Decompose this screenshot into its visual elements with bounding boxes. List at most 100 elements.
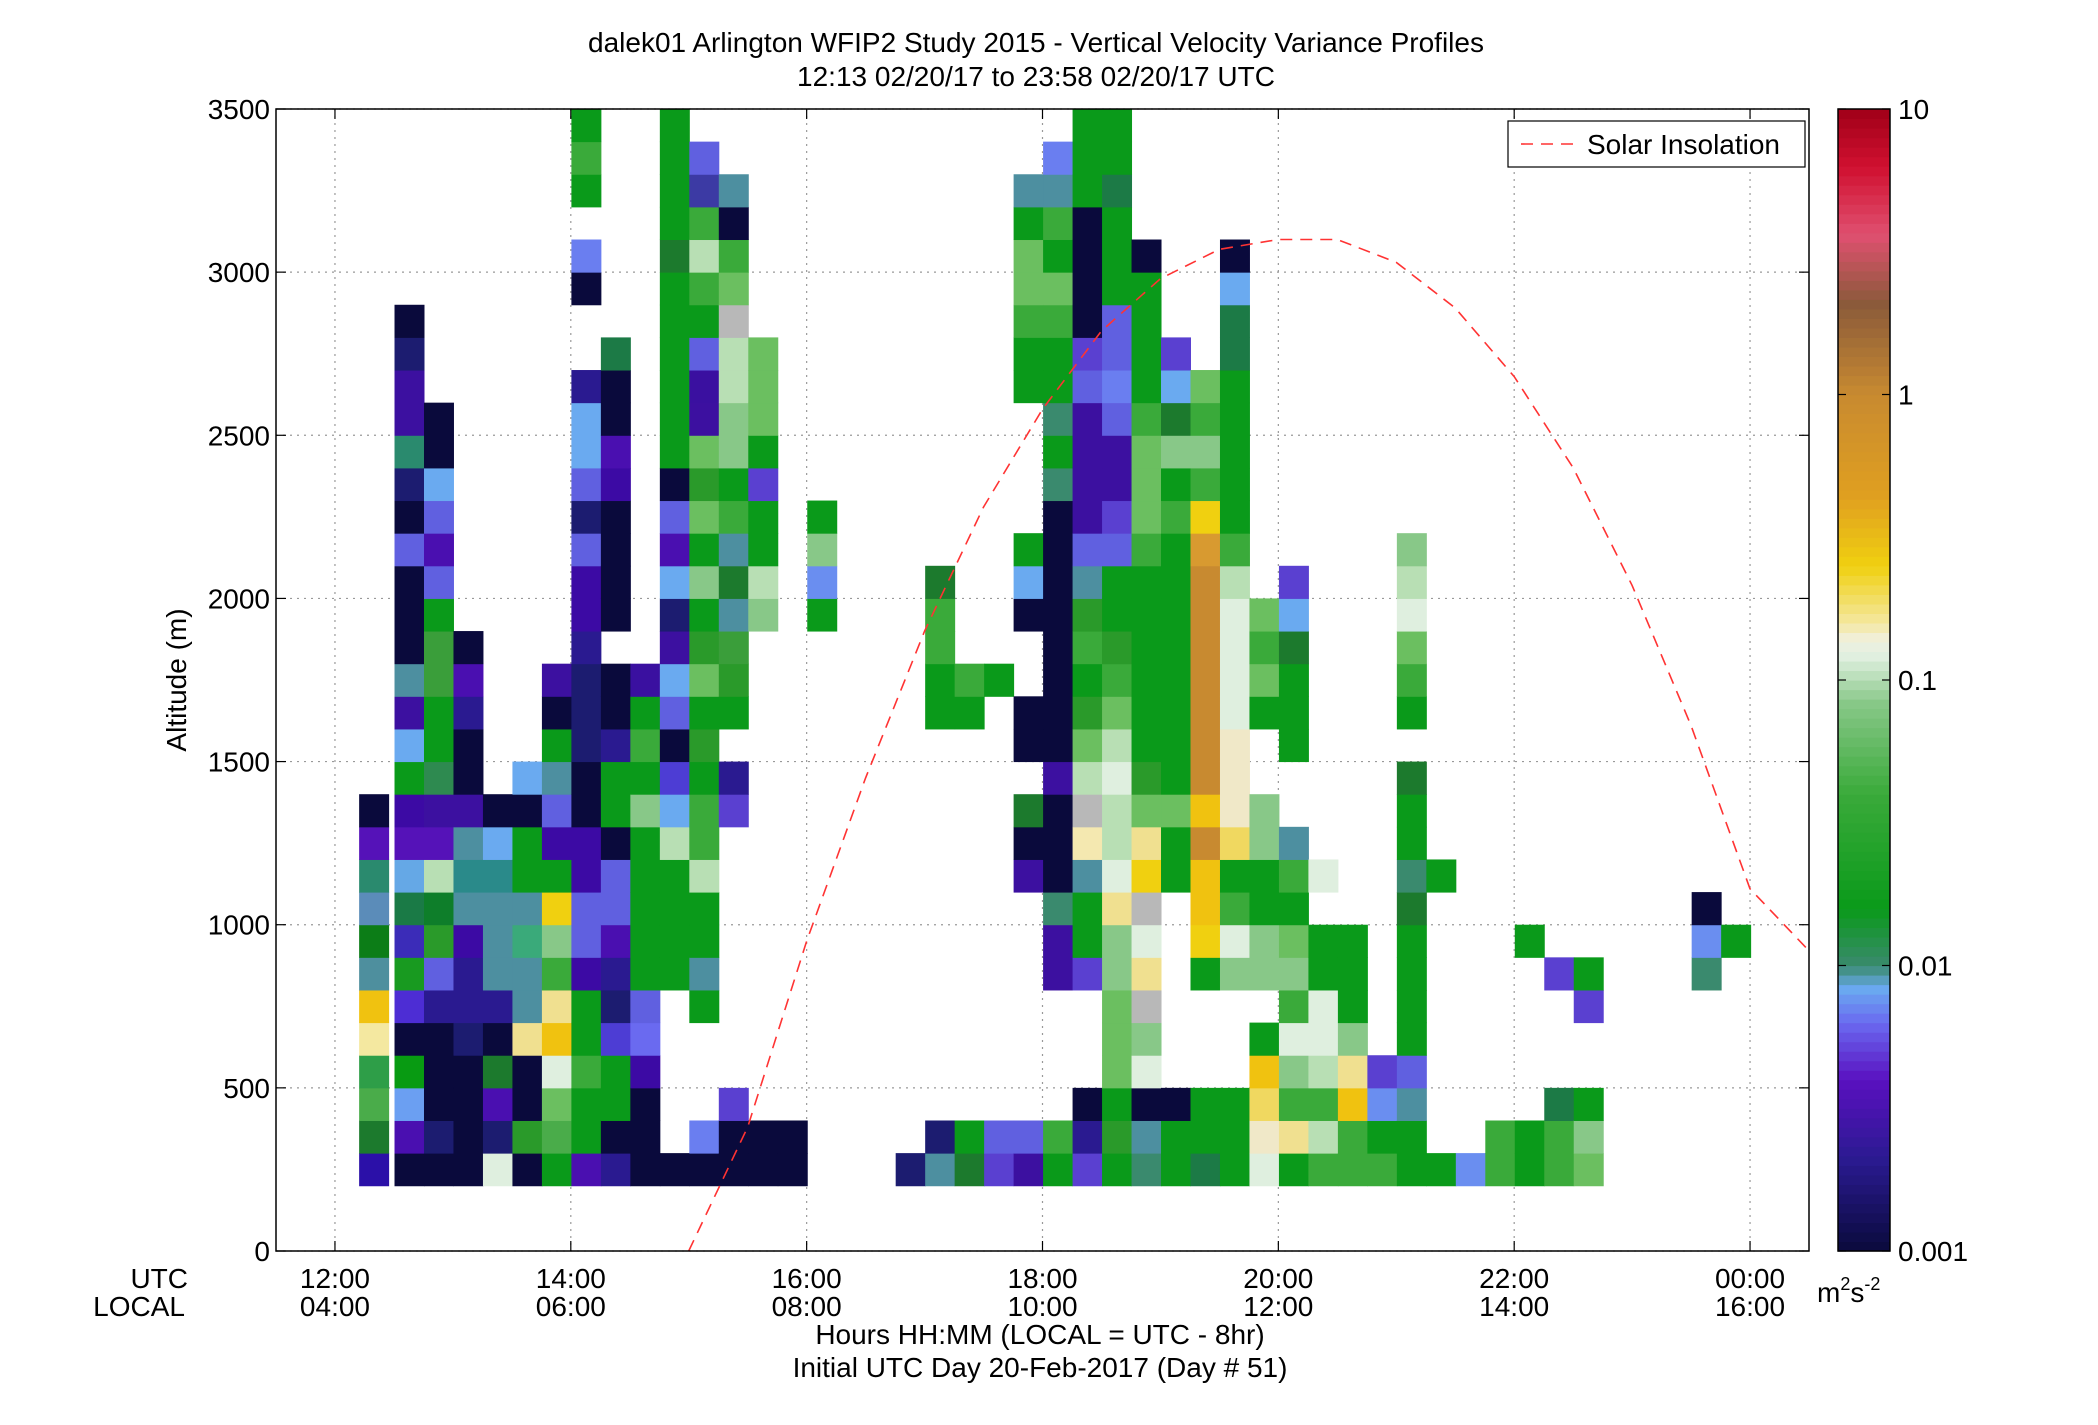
heatmap-cell xyxy=(453,728,484,763)
heatmap-cell xyxy=(600,924,631,958)
heatmap-cell xyxy=(394,826,425,860)
heatmap-cell xyxy=(1072,794,1103,828)
heatmap-cell xyxy=(659,141,690,175)
heatmap-cell xyxy=(600,957,631,991)
heatmap-cell xyxy=(659,826,690,860)
heatmap-cell xyxy=(1131,435,1162,469)
colorbar-strip xyxy=(1838,251,1890,262)
heatmap-cell xyxy=(1219,1120,1250,1154)
heatmap-cell xyxy=(1190,631,1221,665)
heatmap-cell xyxy=(1072,924,1103,958)
heatmap-cell xyxy=(571,1120,602,1154)
heatmap-cell xyxy=(1072,304,1103,338)
colorbar-strip xyxy=(1838,946,1890,957)
heatmap-cell xyxy=(630,1120,661,1154)
heatmap-cell xyxy=(1219,565,1250,599)
heatmap-cell xyxy=(630,761,661,795)
heatmap-cell xyxy=(659,892,690,926)
heatmap-cell xyxy=(1102,304,1133,338)
heatmap-cell xyxy=(1219,467,1250,502)
heatmap-cell xyxy=(1190,663,1221,697)
heatmap-cell xyxy=(1249,696,1280,730)
heatmap-cell xyxy=(1190,826,1221,860)
heatmap-cell xyxy=(1308,924,1339,958)
heatmap-cell xyxy=(718,337,749,371)
heatmap-cell xyxy=(1161,533,1191,567)
heatmap-cell xyxy=(1337,1120,1368,1154)
colorbar-strip xyxy=(1838,699,1890,710)
heatmap-cell xyxy=(1278,957,1309,991)
heatmap-cell xyxy=(1043,892,1074,926)
heatmap-cell xyxy=(1190,467,1221,502)
heatmap-cell xyxy=(423,761,454,795)
heatmap-cell xyxy=(1691,892,1722,926)
heatmap-cell xyxy=(571,141,602,175)
colorbar-strip xyxy=(1838,1241,1890,1252)
heatmap-cell xyxy=(394,1153,425,1187)
heatmap-cell xyxy=(600,370,631,404)
heatmap-cell xyxy=(807,533,838,567)
heatmap-cell xyxy=(1102,892,1133,926)
heatmap-cell xyxy=(423,892,454,926)
heatmap-cell xyxy=(571,500,602,534)
heatmap-cell xyxy=(1544,1120,1575,1154)
heatmap-cell xyxy=(512,1022,543,1056)
heatmap-cell xyxy=(1102,728,1133,763)
heatmap-cell xyxy=(423,989,454,1024)
colorbar-strip xyxy=(1838,308,1890,319)
heatmap-cell xyxy=(1013,794,1044,828)
y-tick-label: 2500 xyxy=(208,420,270,451)
heatmap-cell xyxy=(630,794,661,828)
colorbar-strip xyxy=(1838,1146,1890,1157)
heatmap-cell xyxy=(1043,1120,1074,1154)
heatmap-cell xyxy=(748,435,779,469)
heatmap-cell xyxy=(541,957,572,991)
heatmap-cell xyxy=(1072,957,1103,991)
colorbar-strip xyxy=(1838,327,1890,338)
legend-box xyxy=(1507,120,1806,168)
heatmap-cell xyxy=(359,794,390,828)
heatmap-cell xyxy=(394,631,425,665)
heatmap-cell xyxy=(1102,696,1133,730)
heatmap-cell xyxy=(1249,1055,1280,1089)
heatmap-cell xyxy=(1043,467,1074,502)
heatmap-cell xyxy=(359,892,390,926)
colorbar-strip xyxy=(1838,404,1890,415)
heatmap-cell xyxy=(541,1055,572,1089)
heatmap-cell xyxy=(1337,924,1368,958)
heatmap-cell xyxy=(1308,1087,1339,1121)
heatmap-cell xyxy=(453,696,484,730)
heatmap-cell xyxy=(394,728,425,763)
heatmap-cell xyxy=(1426,1153,1457,1187)
heatmap-cell xyxy=(1219,500,1250,534)
heatmap-cell xyxy=(571,631,602,665)
heatmap-cell xyxy=(1219,370,1250,404)
heatmap-cell xyxy=(1219,892,1250,926)
heatmap-cell xyxy=(954,696,985,730)
colorbar-strip xyxy=(1838,223,1890,234)
colorbar-strip xyxy=(1838,556,1890,567)
heatmap-cell xyxy=(541,859,572,893)
heatmap-cell xyxy=(1043,859,1074,893)
heatmap-cell xyxy=(1072,109,1103,143)
heatmap-cell xyxy=(359,1087,390,1121)
heatmap-cell xyxy=(1013,533,1044,567)
heatmap-cell xyxy=(1278,859,1309,893)
heatmap-cell xyxy=(1131,402,1162,436)
heatmap-cell xyxy=(1161,826,1191,860)
heatmap-cell xyxy=(423,500,454,534)
heatmap-cell xyxy=(1043,565,1074,599)
heatmap-cell xyxy=(1043,206,1074,241)
heatmap-cell xyxy=(1131,663,1162,697)
heatmap-cell xyxy=(1043,435,1074,469)
heatmap-cell xyxy=(925,598,956,632)
heatmap-cell xyxy=(1072,663,1103,697)
solar-insolation-line xyxy=(687,238,1810,1252)
colorbar-strip xyxy=(1838,1108,1890,1119)
heatmap-cell xyxy=(718,272,749,306)
colorbar-strip xyxy=(1838,375,1890,386)
heatmap-cell xyxy=(1337,1055,1368,1089)
heatmap-cell xyxy=(748,598,779,632)
colorbar-tick-label: 0.1 xyxy=(1898,665,1937,696)
heatmap-cell xyxy=(1043,304,1074,338)
